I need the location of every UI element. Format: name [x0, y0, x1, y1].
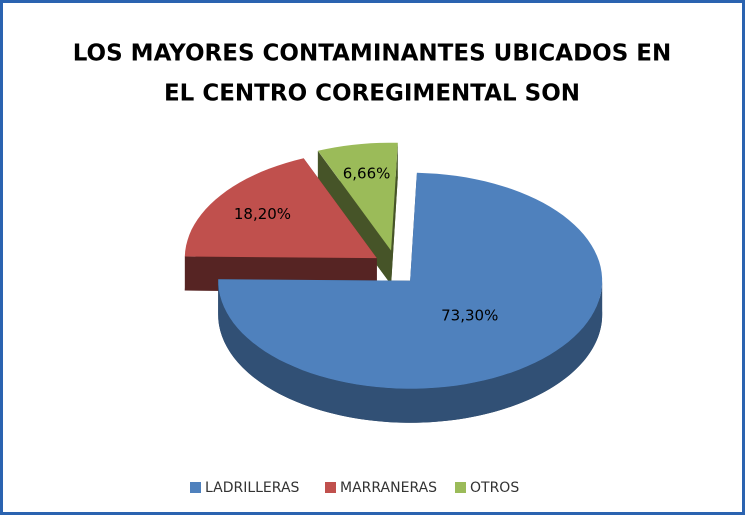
slice	[317, 142, 398, 251]
data-label: 6,66%	[343, 165, 391, 183]
legend-label: LADRILLERAS	[205, 480, 300, 496]
chart-title: EL CENTRO COREGIMENTAL SON	[164, 81, 580, 107]
slice	[218, 172, 603, 389]
slice	[184, 158, 377, 259]
data-label: 73,30%	[441, 306, 498, 324]
slice-wall	[218, 280, 603, 423]
legend-label: OTROS	[470, 480, 519, 496]
data-label: 18,20%	[234, 205, 291, 223]
slice-side	[391, 142, 398, 285]
slice-side	[317, 150, 392, 285]
legend-swatch	[190, 482, 201, 493]
legend-label: MARRANERAS	[340, 480, 437, 496]
legend-swatch	[455, 482, 466, 493]
chart-title: LOS MAYORES CONTAMINANTES UBICADOS EN	[73, 41, 672, 67]
legend-swatch	[325, 482, 336, 493]
